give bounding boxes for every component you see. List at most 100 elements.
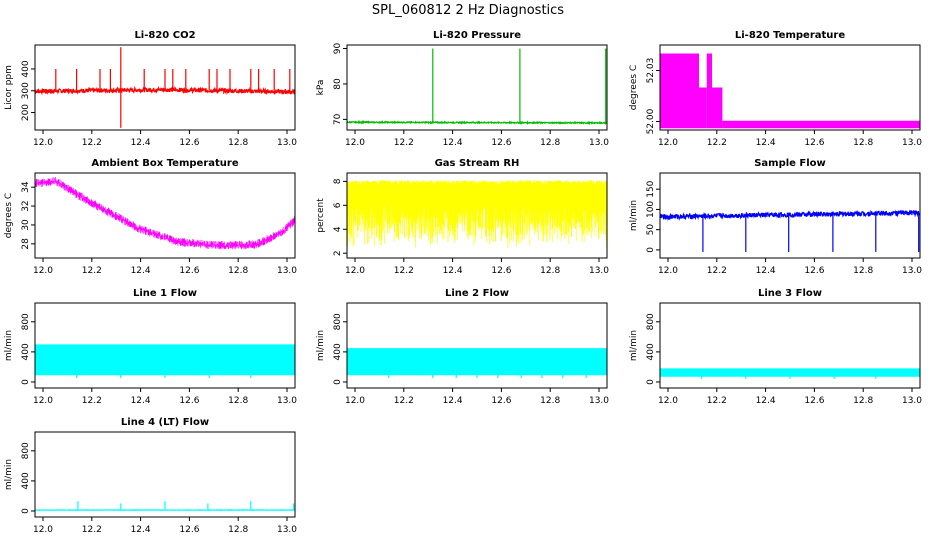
x-tick-label: 13.0 — [902, 138, 922, 148]
x-tick-label: 12.4 — [131, 396, 151, 406]
x-tick-label: 13.0 — [902, 396, 922, 406]
panel-7: Line 2 Flow 12.0 12.2 12.4 12.6 12.8 13.0 0 400 8… — [316, 288, 609, 406]
y-axis-label: kPa — [316, 80, 326, 96]
x-tick-label: 12.4 — [756, 266, 776, 276]
panel-title: Line 2 Flow — [445, 288, 509, 299]
x-tick-label: 12.0 — [33, 266, 53, 276]
series-bar — [706, 53, 712, 129]
x-tick-label: 12.2 — [82, 525, 102, 535]
series-line — [659, 209, 921, 221]
x-tick-label: 12.6 — [179, 138, 199, 148]
x-tick-label: 12.8 — [540, 396, 560, 406]
x-tick-label: 12.4 — [131, 266, 151, 276]
plot-frame — [34, 302, 296, 389]
x-tick-label: 12.8 — [228, 396, 248, 406]
x-tick-label: 12.2 — [707, 138, 727, 148]
panel-3: Ambient Box Temperature 12.0 12.2 12.4 12.6 1… — [4, 158, 297, 276]
panel-title: Line 1 Flow — [133, 288, 197, 299]
series-band — [346, 348, 608, 378]
panel-6: Line 1 Flow 12.0 12.2 12.4 12.6 12.8 13.0 0 400 8… — [4, 288, 297, 406]
y-tick-label: 34 — [21, 181, 31, 193]
x-tick-label: 12.0 — [658, 266, 678, 276]
series-line — [346, 119, 608, 126]
plot-frame — [34, 44, 296, 131]
plot-frame — [346, 172, 608, 259]
x-tick-label: 12.0 — [345, 138, 365, 148]
x-tick-label: 13.0 — [589, 138, 609, 148]
panel-title: Li-820 Temperature — [735, 30, 845, 41]
x-tick-label: 12.8 — [540, 266, 560, 276]
series-line — [34, 85, 296, 96]
y-tick-label: 4 — [333, 226, 343, 232]
x-tick-label: 13.0 — [277, 525, 297, 535]
x-tick-label: 12.4 — [131, 525, 151, 535]
y-tick-label: 400 — [21, 60, 31, 77]
x-tick-label: 12.2 — [394, 396, 414, 406]
y-tick-label: 8 — [333, 178, 343, 184]
x-tick-label: 12.2 — [82, 396, 102, 406]
y-tick-label: 300 — [21, 82, 31, 99]
x-tick-label: 13.0 — [902, 266, 922, 276]
y-tick-label: 2 — [333, 250, 343, 256]
y-tick-label: 400 — [21, 472, 31, 489]
panel-title: Gas Stream RH — [435, 158, 520, 169]
y-tick-label: 150 — [646, 180, 656, 197]
plot-frame — [34, 172, 296, 259]
x-tick-label: 12.8 — [228, 525, 248, 535]
y-axis-label: Licor ppm — [4, 65, 14, 110]
x-tick-label: 12.8 — [228, 138, 248, 148]
panel-title: Line 3 Flow — [758, 288, 822, 299]
y-axis-label: ml/min — [4, 459, 14, 490]
y-tick-label: 800 — [333, 313, 343, 330]
y-tick-label: 0 — [646, 379, 656, 385]
x-tick-label: 12.8 — [853, 396, 873, 406]
y-tick-label: 200 — [21, 104, 31, 121]
x-tick-label: 12.4 — [756, 396, 776, 406]
y-tick-label: 50 — [646, 224, 656, 236]
y-tick-label: 90 — [333, 43, 343, 55]
x-tick-label: 12.6 — [179, 525, 199, 535]
x-tick-label: 12.2 — [707, 396, 727, 406]
y-tick-label: 400 — [646, 343, 656, 360]
panel-title: Sample Flow — [754, 158, 826, 169]
y-tick-label: 100 — [646, 201, 656, 218]
panel-2: Li-820 Temperature 12.0 12.2 12.4 12.6 12.8 13… — [629, 30, 922, 148]
y-axis-label: ml/min — [629, 200, 639, 231]
panel-5: Sample Flow 12.0 12.2 12.4 12.6 12.8 13.0 0 50 10… — [629, 158, 922, 276]
series-line — [34, 177, 296, 250]
y-tick-label: 0 — [646, 247, 656, 253]
series-bar — [712, 87, 723, 129]
series-bar — [660, 53, 699, 129]
x-tick-label: 13.0 — [277, 266, 297, 276]
x-tick-label: 12.6 — [491, 266, 511, 276]
y-axis-label: degrees C — [629, 65, 639, 110]
x-tick-label: 12.2 — [707, 266, 727, 276]
panel-4: Gas Stream RH 12.0 12.2 12.4 12.6 12.8 13.0 2 4 6… — [316, 158, 609, 276]
x-tick-label: 12.2 — [394, 138, 414, 148]
x-tick-label: 12.4 — [756, 138, 776, 148]
series-band — [659, 368, 921, 379]
x-tick-label: 12.2 — [82, 266, 102, 276]
y-tick-label: 52.03 — [646, 58, 656, 84]
y-axis-label: percent — [316, 198, 326, 233]
x-tick-label: 12.0 — [345, 266, 365, 276]
figure-title: SPL_060812 2 Hz Diagnostics — [372, 3, 564, 18]
y-tick-label: 52.00 — [646, 108, 656, 134]
panel-title: Li-820 CO2 — [134, 30, 195, 41]
plot-frame — [346, 302, 608, 389]
x-tick-label: 13.0 — [589, 396, 609, 406]
y-tick-label: 400 — [21, 343, 31, 360]
y-tick-label: 28 — [21, 238, 31, 250]
y-axis-label: ml/min — [4, 330, 14, 361]
plot-frame — [346, 44, 608, 131]
x-tick-label: 12.0 — [658, 396, 678, 406]
x-tick-label: 12.8 — [228, 266, 248, 276]
panel-title: Line 4 (LT) Flow — [121, 417, 209, 428]
y-tick-label: 0 — [21, 508, 31, 514]
x-tick-label: 13.0 — [589, 266, 609, 276]
panel-9: Line 4 (LT) Flow 12.0 12.2 12.4 12.6 12.8 13.0… — [4, 417, 297, 535]
x-tick-label: 12.8 — [540, 138, 560, 148]
x-tick-label: 12.8 — [853, 266, 873, 276]
y-tick-label: 0 — [21, 379, 31, 385]
x-tick-label: 12.4 — [443, 138, 463, 148]
